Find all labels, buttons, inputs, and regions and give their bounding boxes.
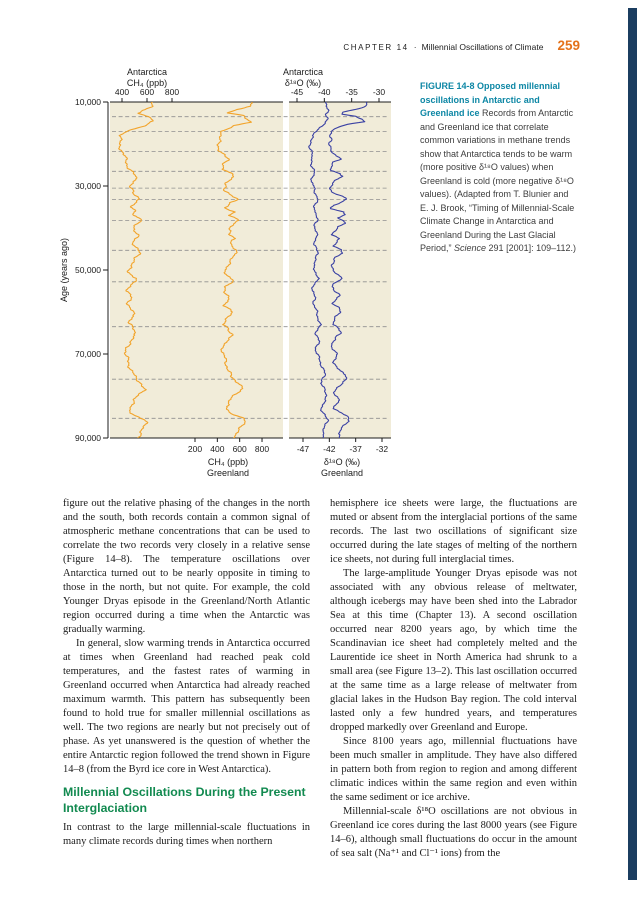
svg-text:-35: -35 bbox=[346, 87, 359, 97]
svg-text:Antarctica: Antarctica bbox=[283, 67, 323, 77]
svg-text:CH₄ (ppb): CH₄ (ppb) bbox=[127, 78, 167, 88]
paragraph: Since 8100 years ago, millennial fluctua… bbox=[330, 736, 577, 803]
page-number: 259 bbox=[557, 38, 580, 53]
plot-panels bbox=[110, 102, 391, 438]
svg-text:δ¹⁸O (‰): δ¹⁸O (‰) bbox=[285, 78, 321, 88]
curve-0 bbox=[118, 102, 154, 438]
svg-text:-45: -45 bbox=[291, 87, 304, 97]
data-series bbox=[118, 102, 368, 438]
svg-text:200: 200 bbox=[188, 444, 202, 454]
svg-text:10,000: 10,000 bbox=[75, 97, 101, 107]
svg-text:400: 400 bbox=[210, 444, 224, 454]
chapter-separator: · bbox=[413, 42, 417, 52]
svg-text:Greenland: Greenland bbox=[207, 468, 249, 478]
figure-caption-title: Opposed millennial oscillations in Antar… bbox=[420, 81, 561, 118]
svg-text:-42: -42 bbox=[323, 444, 336, 454]
svg-text:70,000: 70,000 bbox=[75, 349, 101, 359]
paragraph: In general, slow warming trends in Antar… bbox=[63, 638, 310, 775]
page-edge-bar bbox=[628, 8, 637, 880]
paragraph: figure out the relative phasing of the c… bbox=[63, 498, 310, 635]
svg-text:Antarctica: Antarctica bbox=[127, 67, 167, 77]
page-header: CHAPTER 14 · Millennial Oscillations of … bbox=[63, 38, 580, 53]
text-column-left: figure out the relative phasing of the c… bbox=[63, 497, 310, 861]
paragraph: hemisphere ice sheets were large, the fl… bbox=[330, 498, 577, 565]
curve-2 bbox=[308, 102, 330, 438]
figure-14-8-chart: 10,000 30,000 50,000 70,000 90,000 Age (years… bbox=[59, 67, 391, 478]
paragraph: Millennial-scale δ¹⁸O oscillations are n… bbox=[330, 806, 577, 859]
svg-text:-47: -47 bbox=[297, 444, 310, 454]
svg-text:50,000: 50,000 bbox=[75, 265, 101, 275]
svg-text:-32: -32 bbox=[376, 444, 389, 454]
svg-text:30,000: 30,000 bbox=[75, 181, 101, 191]
svg-text:400: 400 bbox=[115, 87, 129, 97]
svg-text:-30: -30 bbox=[373, 87, 386, 97]
journal-name: Science bbox=[454, 243, 487, 253]
chapter-label: CHAPTER 14 bbox=[343, 43, 409, 52]
svg-text:90,000: 90,000 bbox=[75, 433, 101, 443]
paragraph: The large-amplitude Younger Dryas episod… bbox=[330, 568, 577, 733]
paragraph: In contrast to the large millennial-scal… bbox=[63, 822, 310, 847]
curve-3 bbox=[328, 102, 368, 438]
figure-caption-source: (Adapted from T. Blunier and E. J. Brook… bbox=[420, 189, 576, 253]
body-text: figure out the relative phasing of the c… bbox=[63, 497, 577, 861]
svg-text:Greenland: Greenland bbox=[321, 468, 363, 478]
svg-text:-40: -40 bbox=[318, 87, 331, 97]
svg-text:600: 600 bbox=[233, 444, 247, 454]
svg-text:Age (years ago): Age (years ago) bbox=[59, 238, 69, 302]
figure-caption: FIGURE 14-8 Opposed millennial oscillati… bbox=[420, 80, 578, 256]
svg-text:CH₄ (ppb): CH₄ (ppb) bbox=[208, 457, 248, 467]
section-heading: Millennial Oscillations During the Prese… bbox=[63, 785, 306, 815]
svg-text:800: 800 bbox=[255, 444, 269, 454]
svg-text:δ¹⁸O (‰): δ¹⁸O (‰) bbox=[324, 457, 360, 467]
chapter-title: Millennial Oscillations of Climate bbox=[421, 42, 544, 52]
curve-1 bbox=[216, 102, 253, 438]
figure-caption-label: FIGURE 14-8 bbox=[420, 81, 475, 91]
svg-text:600: 600 bbox=[140, 87, 154, 97]
svg-text:800: 800 bbox=[165, 87, 179, 97]
text-column-right: hemisphere ice sheets were large, the fl… bbox=[330, 497, 577, 861]
svg-text:-37: -37 bbox=[350, 444, 363, 454]
chart-axes: 10,000 30,000 50,000 70,000 90,000 Age (years… bbox=[59, 67, 391, 478]
figure-caption-body: Records from Antarctic and Greenland ice… bbox=[420, 108, 574, 199]
